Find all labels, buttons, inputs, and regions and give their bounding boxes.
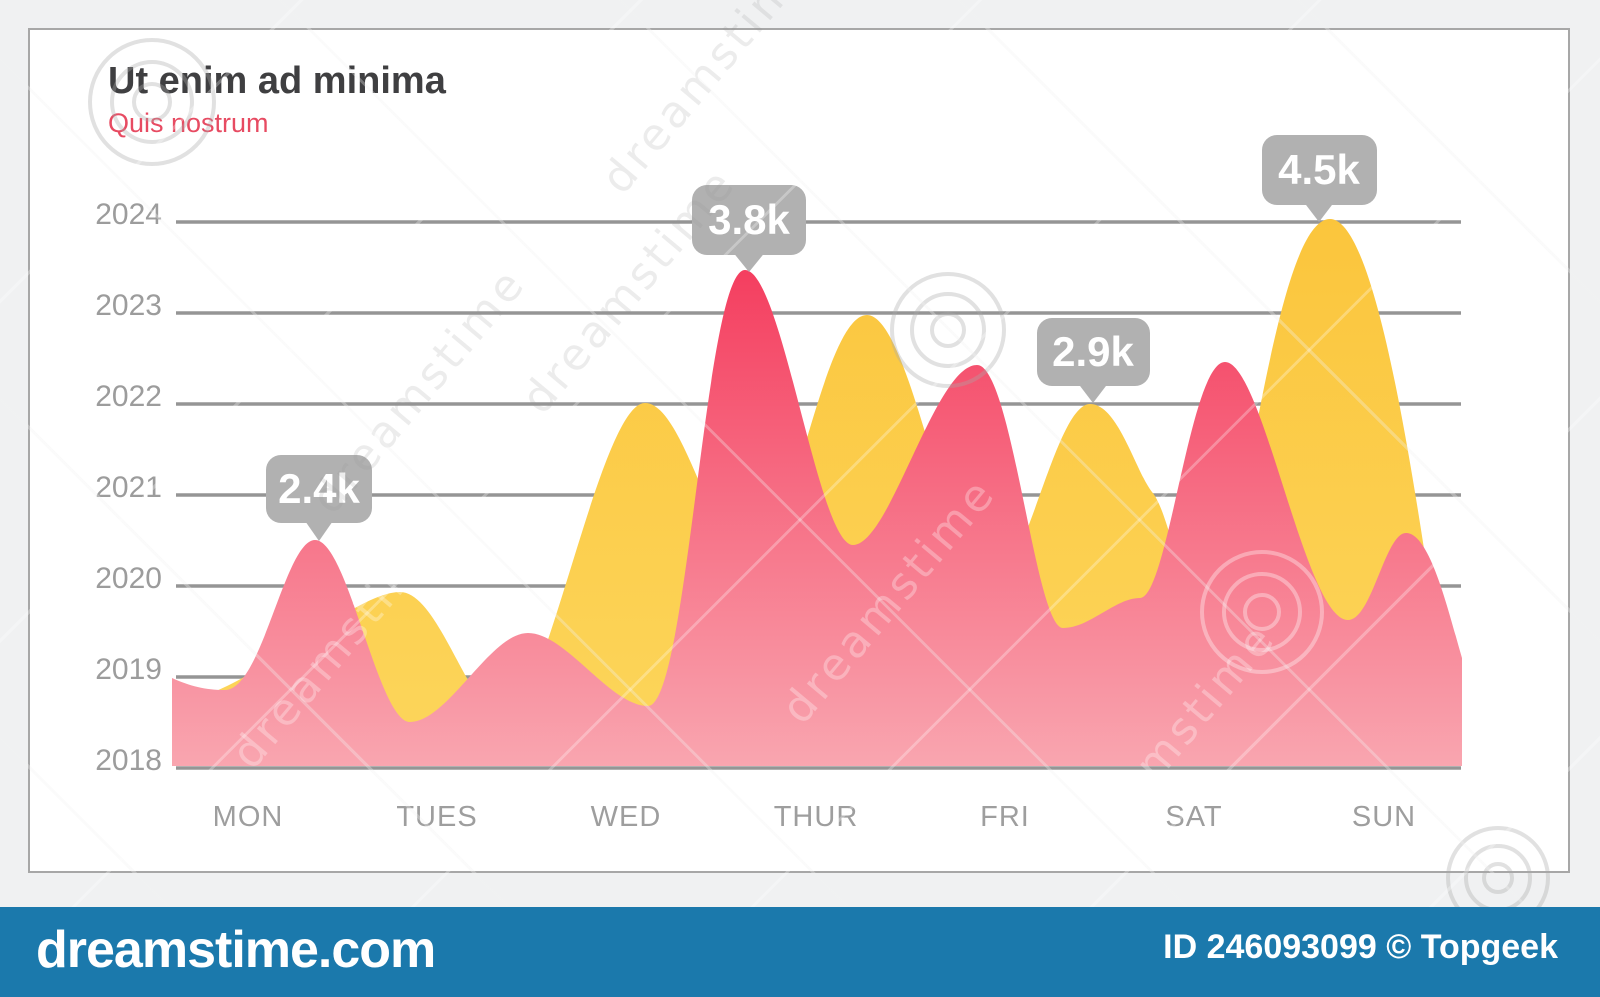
x-axis-labels: MON TUES WED THUR FRI SAT SUN [213,801,1416,833]
y-axis-labels: 2024 2023 2022 2021 2020 2019 2018 [95,198,162,777]
watermark-logo: dreamstime.com [36,921,436,979]
callout-label: 2.9k [1052,328,1134,375]
callout-label: 3.8k [708,196,790,243]
y-tick: 2023 [95,289,162,322]
x-tick: WED [591,801,662,833]
callout-3-8k: 3.8k [692,185,806,272]
watermark-spiral-icon [88,38,216,166]
footer-bar: dreamstime.com ID 246093099 © Topgeek [0,907,1600,997]
callout-label: 2.4k [278,465,360,512]
callout-tail [732,251,766,272]
callout-label: 4.5k [1278,146,1360,193]
y-tick: 2020 [95,562,162,595]
callout-bubble [692,185,806,255]
y-tick: 2022 [95,380,162,413]
x-tick: TUES [396,801,477,833]
callout-4-5k: 4.5k [1262,135,1377,222]
callout-tail [303,518,335,541]
watermark-text: dreamstime [302,258,537,524]
x-tick: FRI [980,801,1030,833]
series-red-area [172,270,1462,766]
x-tick: SUN [1352,801,1416,833]
callout-2-9k: 2.9k [1037,318,1150,403]
y-tick: 2024 [95,198,162,231]
callout-tail [1077,382,1109,403]
y-tick: 2019 [95,653,162,686]
callout-bubble [1037,318,1150,386]
watermark-spiral-icon [1200,550,1324,674]
page-title: Ut enim ad minima [108,60,446,102]
image-id-credit: ID 246093099 © Topgeek [1163,928,1558,966]
x-tick: SAT [1165,801,1222,833]
callout-2-4k: 2.4k [266,455,372,541]
callout-bubble [266,455,372,523]
y-tick: 2021 [95,471,162,504]
callout-bubble [1262,135,1377,205]
page-subtitle: Quis nostrum [108,108,269,138]
watermark-spiral-icon [890,272,1006,388]
x-tick: MON [213,801,284,833]
callout-tail [1303,201,1335,222]
x-tick: THUR [774,801,859,833]
y-tick: 2018 [95,744,162,777]
